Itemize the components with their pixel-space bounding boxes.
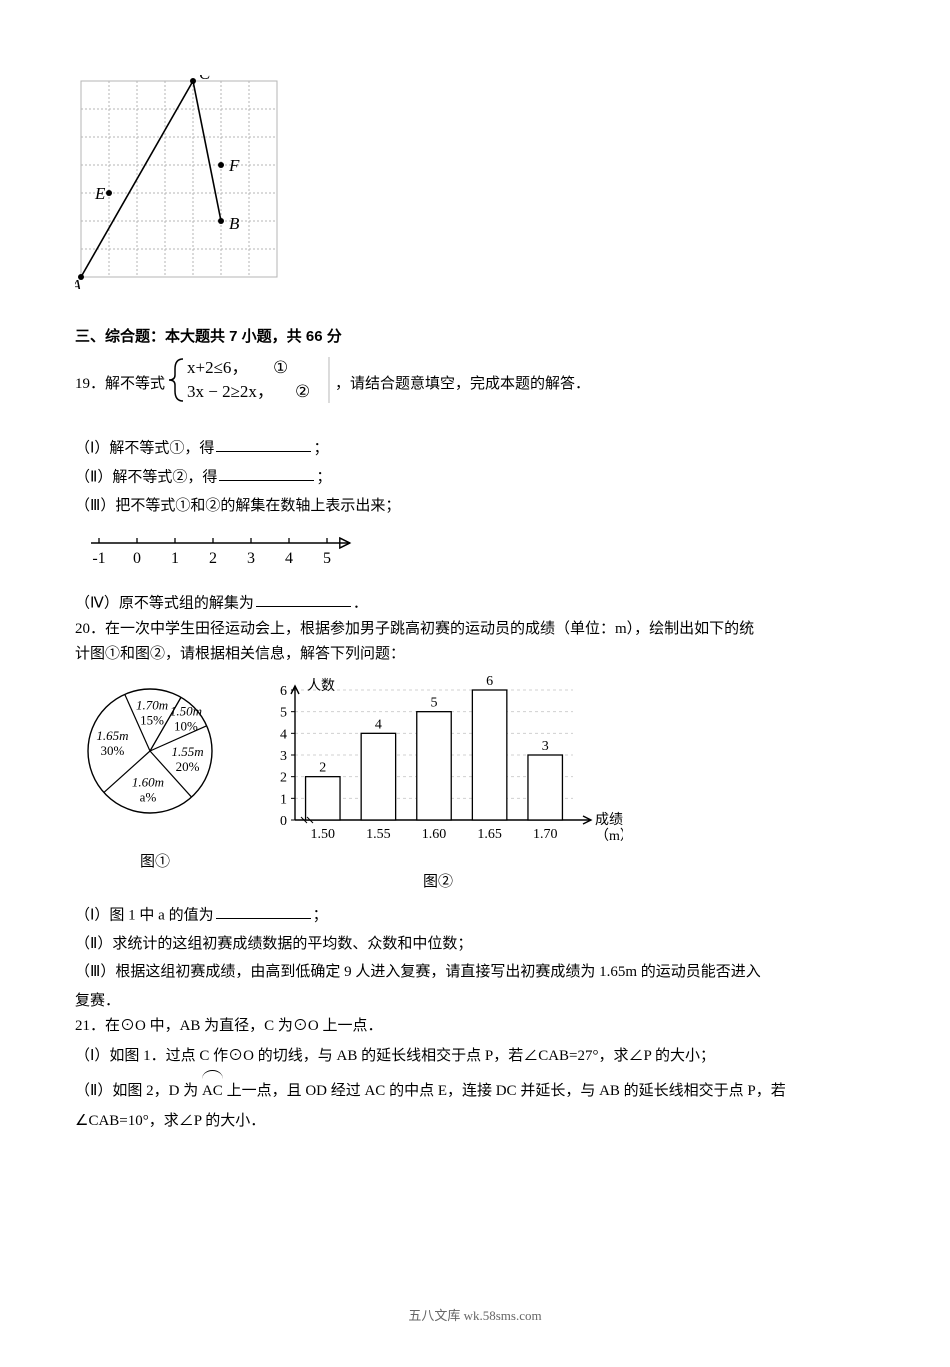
q21-part2c: ∠CAB=10°，求∠P 的大小． (75, 1109, 875, 1135)
q20-part3: （Ⅲ）根据这组初赛成绩，由高到低确定 9 人进入复赛，请直接写出初赛成绩为 1.… (75, 960, 875, 986)
svg-text:10%: 10% (174, 718, 198, 733)
q19-part1-text: （Ⅰ）解不等式①，得 (75, 440, 214, 456)
svg-text:2: 2 (280, 770, 287, 785)
svg-text:4: 4 (285, 550, 293, 567)
svg-text:1.70: 1.70 (533, 827, 558, 842)
q20-line1: 20．在一次中学生田径运动会上，根据参加男子跳高初赛的运动员的成绩（单位：m），… (75, 617, 875, 643)
number-line: -1 0 1 2 3 4 5 (87, 529, 875, 581)
q19-part2-tail: ； (316, 469, 331, 485)
blank-1 (216, 436, 311, 453)
q20-part3b: 复赛． (75, 989, 875, 1015)
svg-text:0: 0 (280, 814, 287, 829)
svg-text:2: 2 (319, 760, 326, 775)
q19-part1-tail: ； (313, 440, 328, 456)
pie-svg: 1.50m10% 1.55m20% 1.60ma% 1.65m30% 1.70m15% (75, 676, 235, 836)
svg-text:3: 3 (542, 739, 549, 754)
svg-text:（m）: （m） (595, 828, 623, 844)
svg-text:人数: 人数 (307, 678, 335, 694)
svg-text:3: 3 (247, 550, 255, 567)
q20-part3-text: （Ⅲ）根据这组初赛成绩，由高到低确定 9 人进入复赛，请直接写出初赛成绩为 1.… (75, 964, 761, 980)
pie-title: 图① (75, 849, 235, 875)
svg-text:1.60: 1.60 (422, 827, 447, 842)
svg-text:5: 5 (431, 695, 438, 710)
q21-line1: 21．在⊙O 中，AB 为直径，C 为⊙O 上一点． (75, 1014, 875, 1040)
q21-part2: （Ⅱ）如图 2，D 为 AC 上一点，且 OD 经过 AC 的中点 E，连接 D… (75, 1072, 875, 1106)
svg-text:5: 5 (280, 705, 287, 720)
svg-text:①: ① (273, 358, 288, 377)
svg-text:C: C (199, 75, 211, 83)
q20-part1: （Ⅰ）图 1 中 a 的值为 ； (75, 903, 875, 929)
svg-text:x+2≤6，: x+2≤6， (187, 358, 248, 377)
q19-part2-text: （Ⅱ）解不等式②，得 (75, 469, 217, 485)
svg-text:a%: a% (140, 789, 157, 804)
svg-text:1.60m: 1.60m (132, 774, 164, 789)
svg-text:②: ② (295, 382, 310, 401)
question-20: 20．在一次中学生田径运动会上，根据参加男子跳高初赛的运动员的成绩（单位：m），… (75, 617, 875, 668)
svg-text:1: 1 (280, 792, 287, 807)
svg-text:成绩: 成绩 (595, 812, 623, 828)
arc-AC: AC (202, 1072, 223, 1106)
svg-text:1.65: 1.65 (477, 827, 502, 842)
q20-part1-tail: ； (313, 907, 328, 923)
svg-text:4: 4 (375, 717, 382, 732)
q20-part1-text: （Ⅰ）图 1 中 a 的值为 (75, 907, 214, 923)
svg-text:6: 6 (486, 676, 493, 689)
svg-text:1.50: 1.50 (311, 827, 336, 842)
q20-line2: 计图①和图②，请根据相关信息，解答下列问题： (75, 642, 875, 668)
page-footer: 五八文库 wk.58sms.com (75, 1305, 875, 1327)
q19-part4: （Ⅳ）原不等式组的解集为 ． (75, 591, 875, 617)
svg-text:0: 0 (133, 550, 141, 567)
q19-part1: （Ⅰ）解不等式①，得 ； (75, 436, 875, 462)
section-3-title: 三、综合题：本大题共 7 小题，共 66 分 (75, 324, 875, 350)
svg-text:1.50m: 1.50m (170, 703, 202, 718)
svg-text:-1: -1 (92, 550, 105, 567)
svg-text:3: 3 (280, 749, 287, 764)
svg-text:B: B (229, 214, 240, 233)
q19-part2: （Ⅱ）解不等式②，得 ； (75, 465, 875, 491)
q21-part2-b: 上一点，且 OD 经过 AC 的中点 E，连接 DC 并延长，与 AB 的延长线… (227, 1083, 786, 1099)
blank-4 (216, 903, 311, 920)
svg-text:1.55: 1.55 (366, 827, 391, 842)
question-19: 19．解不等式 x+2≤6， ① 3x − 2≥2x， ② ，请结合题意填空，完成本题… (75, 355, 875, 415)
q21-part2-a: （Ⅱ）如图 2，D 为 (75, 1083, 198, 1099)
blank-2 (219, 465, 314, 482)
blank-3 (256, 591, 351, 608)
svg-text:A: A (75, 276, 82, 289)
pie-chart-block: 1.50m10%1.55m20%1.60ma%1.65m30%1.70m15% … (75, 676, 235, 875)
q19-suffix: ，请结合题意填空，完成本题的解答． (335, 372, 590, 398)
svg-text:F: F (228, 156, 240, 175)
q20-part2: （Ⅱ）求统计的这组初赛成绩数据的平均数、众数和中位数； (75, 932, 875, 958)
q19-system: x+2≤6， ① 3x − 2≥2x， ② (165, 355, 335, 415)
bar-chart-block: 0123456人数成绩（m）21.5041.5551.6061.6531.70 … (253, 676, 623, 895)
svg-text:1.70m: 1.70m (136, 697, 168, 712)
question-21: 21．在⊙O 中，AB 为直径，C 为⊙O 上一点． (75, 1014, 875, 1040)
svg-text:20%: 20% (176, 758, 200, 773)
arc-AC-text: AC (202, 1083, 223, 1099)
q21-part1: （Ⅰ）如图 1．过点 C 作⊙O 的切线，与 AB 的延长线相交于点 P，若∠C… (75, 1044, 875, 1070)
svg-text:15%: 15% (140, 712, 164, 727)
q19-part3: （Ⅲ）把不等式①和②的解集在数轴上表示出来； (75, 494, 875, 520)
numline-svg: -1 0 1 2 3 4 5 (87, 529, 387, 571)
svg-text:30%: 30% (100, 743, 124, 758)
svg-text:4: 4 (280, 727, 287, 742)
svg-text:1.55m: 1.55m (172, 743, 204, 758)
q19-prefix: 19．解不等式 (75, 372, 165, 398)
svg-text:6: 6 (280, 684, 287, 699)
q19-part4-tail: ． (353, 595, 368, 611)
svg-text:2: 2 (209, 550, 217, 567)
charts-row: 1.50m10%1.55m20%1.60ma%1.65m30%1.70m15% … (75, 676, 875, 895)
grid-svg: A E C F B (75, 75, 289, 289)
grid-graph: A E C F B (75, 75, 875, 299)
bar-svg: 0 1 2 3 4 5 6 人数成绩（m） 2 1.50 4 1.55 5 1.60 6 1.65 3 1.70 (253, 676, 623, 856)
svg-text:5: 5 (323, 550, 331, 567)
bar-title: 图② (253, 869, 623, 895)
svg-text:1: 1 (171, 550, 179, 567)
svg-text:3x − 2≥2x，: 3x − 2≥2x， (187, 382, 274, 401)
q19-part4-text: （Ⅳ）原不等式组的解集为 (75, 595, 254, 611)
svg-text:1.65m: 1.65m (96, 728, 128, 743)
svg-text:E: E (94, 184, 106, 203)
